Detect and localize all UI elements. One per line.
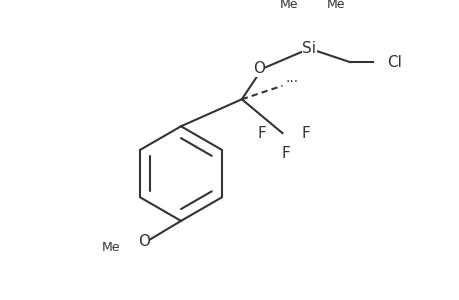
Text: O: O [138,234,150,249]
Text: F: F [281,146,290,161]
Text: ···: ··· [285,75,298,89]
Text: Me: Me [279,0,298,11]
Text: Cl: Cl [386,55,401,70]
Text: Me: Me [101,242,120,254]
Text: Me: Me [326,0,345,11]
Text: F: F [301,125,310,140]
Text: O: O [252,61,264,76]
Text: F: F [257,125,266,140]
Text: Si: Si [302,41,316,56]
